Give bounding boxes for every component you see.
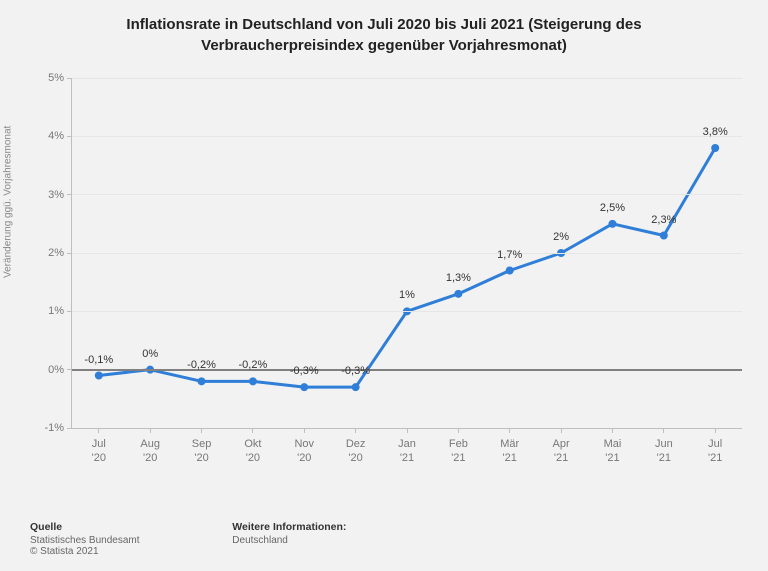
y-axis-line [71,78,72,428]
footer-source-line2: © Statista 2021 [30,546,140,557]
data-point [249,377,257,385]
xtick-label: Mai '21 [604,438,622,466]
data-point [608,220,616,228]
ytick-label: 5% [48,72,64,84]
data-point-label: -0,3% [290,365,319,377]
data-point [95,372,103,380]
chart-title-line1: Inflationsrate in Deutschland von Juli 2… [126,16,641,33]
data-point [198,377,206,385]
xtick-label: Jul '20 [92,438,106,466]
xtick-label: Jan '21 [398,438,416,466]
data-point-label: 2% [553,231,569,243]
xtick-label: Aug '20 [140,438,160,466]
gridline [72,369,742,371]
footer-info-heading: Weitere Informationen: [232,521,346,533]
chart-title: Inflationsrate in Deutschland von Juli 2… [0,0,768,62]
gridline [72,136,742,137]
xtick-label: Okt '20 [244,438,261,466]
footer-info-line1: Deutschland [232,535,346,546]
footer-source-heading: Quelle [30,521,140,533]
xtick-label: Apr '21 [553,438,570,466]
xtick-label: Sep '20 [192,438,212,466]
xtick-label: Jul '21 [708,438,722,466]
data-point-label: 3,8% [703,126,728,138]
chart-title-line2: Verbraucherpreisindex gegenüber Vorjahre… [201,37,567,54]
y-axis-label: Veränderung ggü. Vorjahresmonat [3,126,14,278]
data-point-label: -0,1% [84,354,113,366]
data-point-label: 0% [142,348,158,360]
data-point [454,290,462,298]
footer: Quelle Statistisches Bundesamt © Statist… [30,521,738,557]
data-point [300,383,308,391]
ytick-label: 2% [48,247,64,259]
series-line [99,148,715,387]
data-point-label: 1% [399,289,415,301]
ytick-label: 3% [48,189,64,201]
data-point-label: -0,2% [187,359,216,371]
xtick-label: Jun '21 [655,438,673,466]
ytick-label: 0% [48,364,64,376]
footer-source: Quelle Statistisches Bundesamt © Statist… [30,521,140,557]
footer-info: Weitere Informationen: Deutschland [232,521,346,546]
gridline [72,311,742,312]
x-axis-line [72,428,742,429]
data-point [352,383,360,391]
footer-source-line1: Statistisches Bundesamt [30,535,140,546]
data-point-label: -0,3% [341,365,370,377]
plot-area: -1%0%1%2%3%4%5%Jul '20Aug '20Sep '20Okt … [72,78,742,428]
xtick-label: Nov '20 [294,438,314,466]
gridline [72,253,742,254]
ytick-label: 1% [48,305,64,317]
data-point-label: 2,3% [651,214,676,226]
xtick-label: Dez '20 [346,438,366,466]
data-point-label: 2,5% [600,202,625,214]
gridline [72,194,742,195]
ytick-label: 4% [48,130,64,142]
data-point [660,232,668,240]
xtick-label: Mär '21 [500,438,519,466]
data-point-label: 1,3% [446,272,471,284]
data-point [506,267,514,275]
data-point-label: 1,7% [497,249,522,261]
ytick-label: -1% [44,422,64,434]
data-point-label: -0,2% [239,359,268,371]
chart-container: Veränderung ggü. Vorjahresmonat -1% 0% 1% 2… [0,68,768,488]
gridline [72,78,742,79]
xtick-label: Feb '21 [449,438,468,466]
data-point [711,144,719,152]
